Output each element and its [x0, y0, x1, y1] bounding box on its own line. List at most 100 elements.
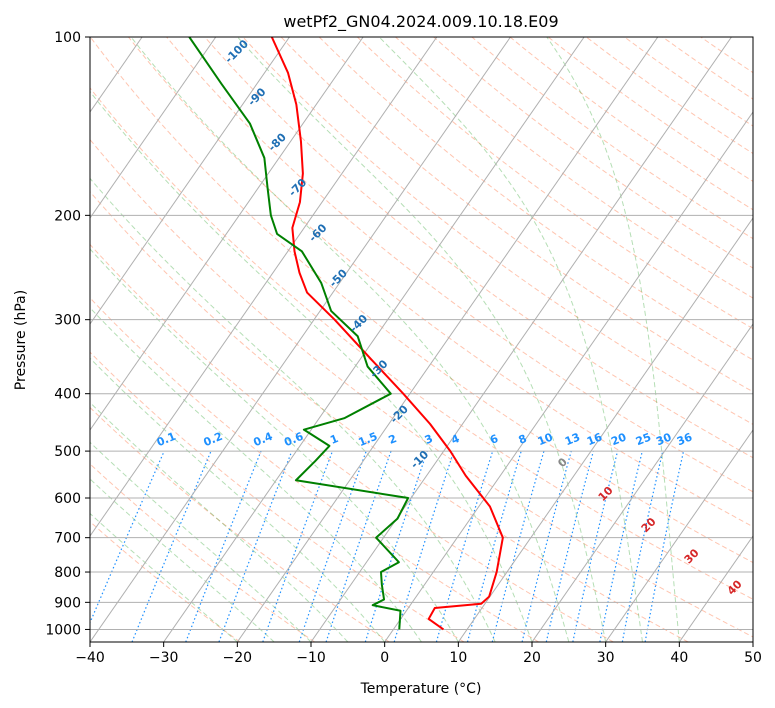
dry-adiabat-line	[90, 463, 315, 642]
dry-adiabat-label: -40	[347, 312, 370, 335]
x-axis-label: Temperature (°C)	[360, 681, 482, 697]
x-tick-label: −30	[149, 650, 179, 666]
dry-adiabat-line	[90, 87, 753, 600]
mixing-ratio-line	[298, 450, 367, 642]
dry-adiabat-line	[90, 520, 241, 642]
y-tick-label: 900	[54, 595, 81, 611]
dry-adiabat-label: 10	[596, 484, 616, 504]
dry-adiabat-line	[90, 406, 390, 642]
y-tick-label: 1000	[45, 622, 81, 638]
isotherm-line	[531, 323, 753, 642]
mixing-ratio-line	[262, 450, 334, 642]
mixing-ratio-line	[435, 450, 494, 642]
moist-adiabat-line	[90, 478, 275, 642]
isotherm-line	[752, 641, 753, 642]
mixing-ratio-label: 10	[536, 430, 555, 448]
dry-adiabat-label: -80	[266, 130, 289, 153]
mixing-ratio-label: 36	[675, 430, 694, 448]
isotherm-line	[236, 37, 659, 642]
mixing-ratio-label: 0.6	[282, 430, 305, 449]
dry-adiabat-label: 20	[639, 515, 659, 535]
isotherm-line	[90, 37, 290, 325]
x-tick-label: −40	[75, 650, 105, 666]
mixing-ratio-line	[364, 450, 428, 642]
dewpoint-line	[188, 37, 410, 630]
mixing-ratio-line	[131, 450, 212, 642]
x-tick-label: −20	[223, 650, 253, 666]
mixing-ratio-line	[466, 450, 522, 642]
background-lines	[0, 37, 753, 642]
dry-adiabat-line	[661, 37, 753, 100]
moist-adiabat-line	[90, 441, 312, 642]
mixing-ratio-label: 2	[387, 432, 399, 447]
y-tick-label: 400	[54, 387, 81, 403]
dry-adiabat-label: -60	[306, 221, 329, 244]
y-tick-label: 500	[54, 444, 81, 460]
y-tick-label: 300	[54, 313, 81, 329]
mixing-ratio-label: 4	[449, 432, 461, 447]
moist-adiabat-line	[90, 90, 533, 642]
y-tick-label: 100	[54, 30, 81, 46]
dry-adiabat-line	[471, 37, 753, 240]
y-axis-label: Pressure (hPa)	[13, 290, 29, 390]
y-tick-label: 200	[54, 208, 81, 224]
mixing-ratio-label: 20	[609, 430, 628, 448]
dry-adiabat-line	[318, 37, 753, 361]
mixing-ratio-label: 3	[423, 432, 435, 447]
dry-adiabat-label: -70	[286, 176, 309, 199]
dry-adiabat-line	[90, 190, 689, 642]
moist-adiabat-line	[90, 177, 496, 642]
moist-adiabat-line	[90, 307, 422, 642]
mixing-ratio-label: 0.4	[251, 430, 274, 449]
x-tick-label: 40	[670, 650, 688, 666]
dry-adiabat-label: 30	[682, 546, 702, 566]
dry-adiabat-label: -20	[388, 402, 411, 425]
x-tick-label: 10	[449, 650, 467, 666]
dry-adiabat-line	[204, 37, 753, 459]
isotherm-line	[163, 37, 585, 642]
mixing-ratio-line	[218, 450, 293, 642]
dry-adiabat-label: 40	[725, 577, 745, 597]
x-tick-label: 30	[597, 650, 615, 666]
isotherm-line	[90, 37, 217, 219]
mixing-ratio-label: 1.5	[356, 430, 379, 449]
mixing-ratio-line	[491, 450, 545, 642]
dry-adiabat-line	[90, 138, 753, 638]
moist-adiabat-line	[90, 512, 238, 642]
isotherm-line	[310, 37, 732, 642]
dry-adiabat-line	[509, 37, 753, 211]
mixing-ratio-line	[185, 450, 262, 642]
y-tick-label: 700	[54, 531, 81, 547]
axes: −40 −30 −20 −10 0 10 20 30 40 50 1000 900 800 700 600 5…	[45, 30, 762, 666]
dry-adiabat-line	[242, 37, 753, 425]
mixing-ratio-line	[572, 450, 619, 642]
mixing-ratio-line	[545, 450, 594, 642]
mixing-ratio-label: 16	[585, 430, 604, 448]
y-tick-label: 600	[54, 491, 81, 507]
x-tick-label: 0	[380, 650, 389, 666]
isotherm-line	[678, 535, 753, 642]
isotherm-line	[0, 37, 68, 642]
moist-adiabat-line	[237, 37, 607, 642]
mixing-ratio-label: 30	[654, 430, 673, 448]
mixing-ratio-line	[521, 450, 572, 642]
x-tick-label: 20	[523, 650, 541, 666]
isotherm-line	[90, 37, 438, 537]
mixing-ratio-label: 0.1	[155, 430, 178, 449]
dry-adiabat-line	[90, 351, 465, 642]
dry-adiabat-line	[394, 37, 753, 299]
line-labels: -100-90-80-70-60-50-40-30-20-10 010203040…	[155, 37, 745, 598]
dry-adiabat-line	[127, 37, 753, 528]
isotherm-line	[605, 429, 753, 642]
isotherm-line	[90, 37, 511, 642]
y-tick-label: 800	[54, 565, 81, 581]
mixing-ratio-label: 25	[634, 431, 653, 449]
dry-adiabat-line	[90, 243, 614, 642]
x-tick-label: −10	[296, 650, 326, 666]
chart-title: wetPf2_GN04.2024.009.10.18.E09	[283, 12, 558, 32]
dry-adiabat-line	[356, 37, 753, 330]
moist-adiabat-line	[378, 37, 643, 642]
isotherm-line	[384, 111, 753, 642]
sounding-series	[188, 37, 504, 631]
